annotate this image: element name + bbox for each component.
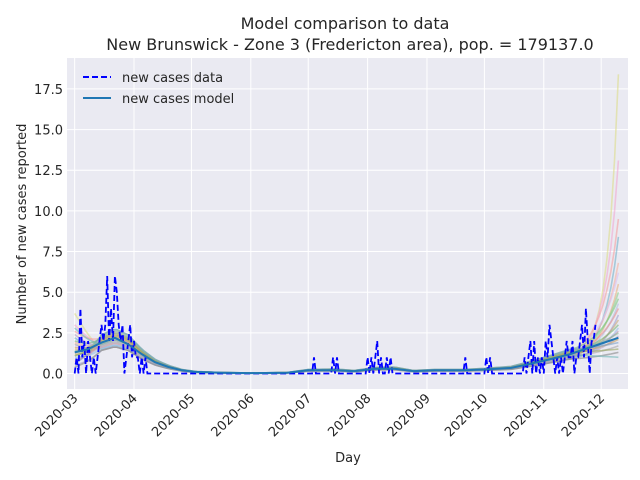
y-tick-label: 12.5 [34, 164, 63, 179]
y-tick-label: 15.0 [34, 124, 63, 139]
x-tick-labels: 2020-03 2020-04 2020-05 2020-06 2020-07 2020-… [32, 391, 608, 440]
y-tick-label: 10.0 [34, 205, 63, 220]
x-tick-label: 2020-06 [209, 391, 258, 440]
x-tick-label: 2020-03 [32, 391, 81, 440]
grid [67, 58, 628, 389]
series-line-data [73, 275, 597, 375]
legend-label-data: new cases data [122, 71, 223, 86]
chart-title: Model comparison to data [241, 14, 450, 33]
y-tick-labels: 0.0 2.5 5.0 7.5 10.0 12.5 15.0 17.5 [34, 83, 63, 383]
x-tick-label: 2020-11 [502, 391, 551, 440]
x-tick-label: 2020-04 [92, 391, 141, 440]
x-tick-label: 2020-12 [559, 391, 608, 440]
legend: new cases data new cases model [83, 71, 234, 107]
x-tick-label: 2020-05 [149, 391, 198, 440]
x-tick-label: 2020-09 [385, 391, 434, 440]
x-tick-label: 2020-10 [442, 391, 491, 440]
y-tick-label: 5.0 [42, 286, 63, 301]
x-tick-label: 2020-07 [266, 391, 315, 440]
x-axis-label: Day [335, 451, 361, 466]
series-line-model [74, 336, 619, 375]
y-tick-label: 17.5 [34, 83, 63, 98]
x-tick-label: 2020-08 [325, 391, 374, 440]
y-tick-label: 2.5 [42, 327, 63, 342]
plot-area [67, 58, 628, 389]
legend-label-model: new cases model [122, 92, 234, 107]
y-tick-label: 7.5 [42, 246, 63, 261]
y-tick-label: 0.0 [42, 368, 63, 383]
series-lines [73, 275, 619, 375]
y-axis-label: Number of new cases reported [15, 124, 30, 325]
chart-subtitle: New Brunswick - Zone 3 (Fredericton area… [106, 35, 593, 54]
